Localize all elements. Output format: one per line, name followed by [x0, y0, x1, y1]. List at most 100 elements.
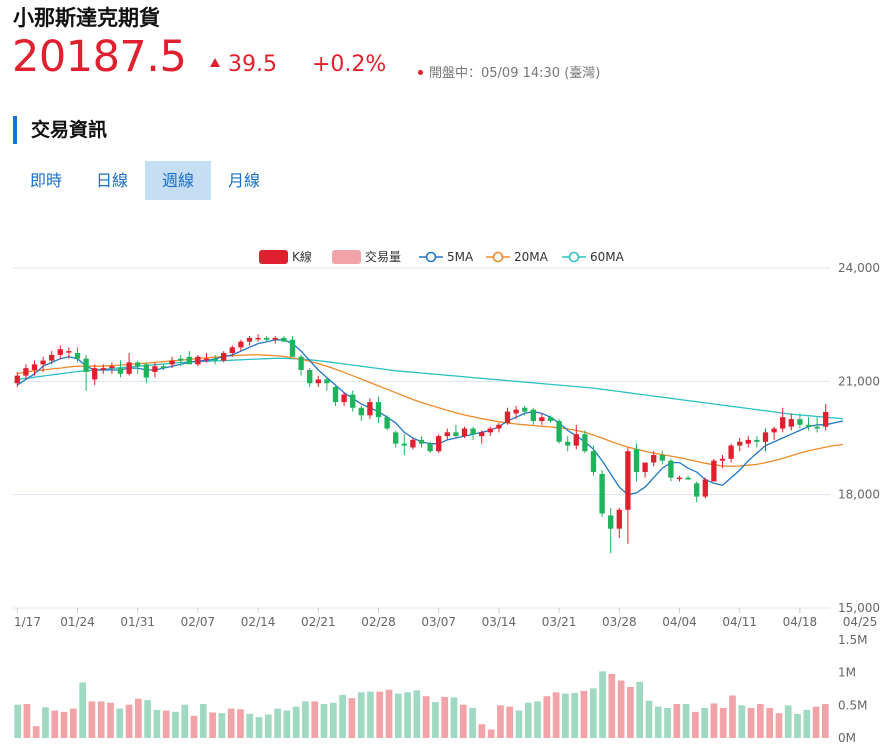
volume-bar [32, 726, 40, 738]
volume-bar [469, 707, 476, 738]
volume-bar [794, 713, 801, 738]
volume-bar [822, 704, 829, 738]
instrument-title: 小那斯達克期貨 [13, 6, 160, 30]
volume-bar [580, 690, 588, 738]
tab-weekly[interactable]: 週線 [145, 161, 211, 200]
volume-bar [534, 701, 541, 738]
volume-tick-label: 1.5M [838, 633, 867, 647]
candle-body [375, 402, 382, 418]
candle-body [470, 428, 476, 435]
x-tick-label: 02/07 [181, 615, 216, 629]
candle-body [590, 451, 597, 472]
candle [418, 436, 425, 448]
volume-bar [394, 693, 402, 738]
candle-body [823, 412, 829, 427]
candle [582, 430, 588, 454]
candle-body [530, 409, 536, 421]
volume-bar [283, 710, 291, 738]
tab-monthly[interactable]: 月線 [227, 171, 260, 190]
volume-bar [664, 707, 671, 738]
candle-body [350, 394, 356, 408]
candle [126, 353, 132, 376]
candle [100, 364, 106, 374]
candle [272, 336, 278, 344]
volume-bar [515, 710, 523, 738]
candle [556, 419, 562, 444]
last-price: 20187.5 [12, 32, 187, 82]
volume-bar [51, 710, 59, 738]
x-tick-label: 03/14 [482, 615, 517, 629]
candle-body [57, 349, 63, 355]
candle-body [203, 358, 210, 361]
candle [66, 347, 72, 359]
candle-body [762, 432, 769, 442]
volume-bar [190, 715, 198, 738]
candle [350, 390, 356, 412]
price-change-value: 39.5 [228, 52, 277, 77]
candle-body [737, 441, 743, 446]
legend-label: 交易量 [365, 249, 401, 264]
legend-item: 60MA [562, 250, 625, 264]
candle-body [616, 509, 622, 529]
candle-body [805, 424, 812, 427]
candle-body [479, 432, 485, 437]
volume-bar [766, 707, 773, 738]
volume-bar [432, 702, 439, 738]
candle-body [487, 428, 493, 433]
x-tick-label: 03/07 [421, 615, 456, 629]
candle-body [178, 358, 184, 361]
candle-body [367, 402, 373, 416]
candle [135, 360, 141, 374]
candle-body [14, 375, 20, 384]
candle [762, 428, 769, 452]
candle-body [436, 436, 442, 452]
volume-bar [645, 700, 653, 738]
volume-bar [562, 693, 569, 738]
volume-bar [757, 704, 764, 738]
candle-body [324, 379, 330, 384]
x-tick-label: 04/04 [662, 615, 697, 629]
candle-body [289, 339, 296, 357]
volume-bar [357, 692, 365, 738]
candle-body [272, 337, 278, 340]
candle [479, 430, 485, 444]
candle [74, 347, 81, 363]
volume-bar [23, 704, 31, 738]
volume-bar [134, 698, 142, 738]
candle-body [238, 341, 244, 348]
candle [513, 405, 519, 420]
candle [737, 438, 743, 452]
volume-tick-label: 1M [838, 666, 856, 680]
volume-bar [97, 701, 105, 738]
candle [23, 364, 29, 380]
candle-body [135, 362, 141, 367]
price-tick-label: 18,000 [838, 488, 880, 502]
candle-body [341, 394, 347, 403]
volume-tick-label: 0M [838, 731, 856, 745]
volume-bar [181, 704, 189, 738]
candle-body [685, 477, 691, 480]
candle [367, 398, 373, 420]
candle [57, 345, 63, 359]
volume-bar [144, 700, 151, 738]
volume-bar [719, 707, 727, 738]
volume-bar [264, 714, 272, 738]
candle [238, 339, 244, 352]
tab-daily[interactable]: 日線 [95, 171, 128, 190]
candle-body [453, 432, 459, 437]
candle [694, 481, 700, 503]
volume-bar [116, 708, 124, 738]
volume-bar [218, 713, 226, 738]
candle-body [771, 428, 777, 433]
tab-realtime[interactable]: 即時 [29, 171, 62, 190]
volume-bar [803, 709, 811, 738]
candle [504, 407, 511, 425]
candle [453, 424, 459, 438]
volume-bar [367, 691, 374, 738]
candle-body [100, 368, 106, 370]
candle [642, 462, 648, 478]
candle [341, 392, 347, 406]
candle-body [229, 347, 235, 353]
candle-body [573, 434, 579, 446]
candle [633, 443, 640, 482]
